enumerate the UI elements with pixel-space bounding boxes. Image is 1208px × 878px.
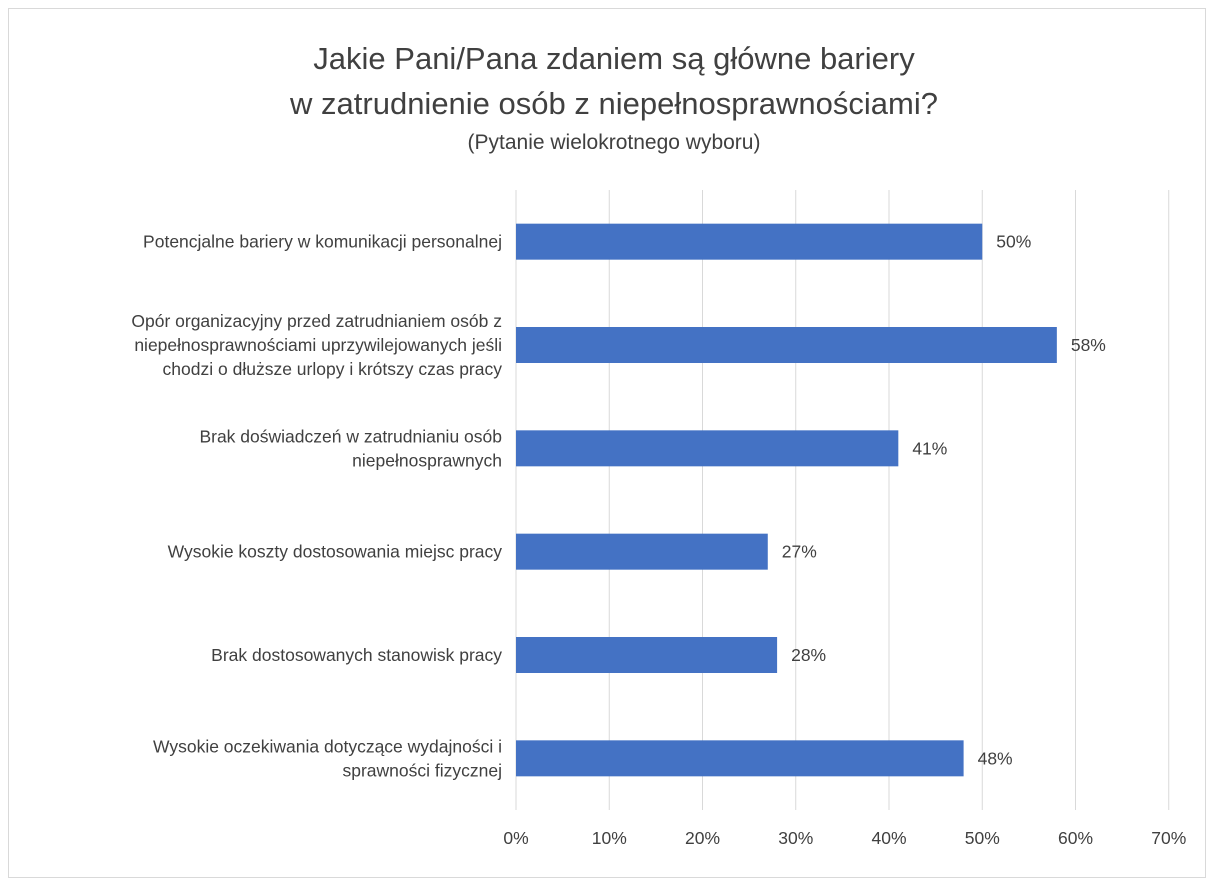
category-label-4-0: Brak dostosowanych stanowisk pracy: [211, 645, 502, 665]
category-label-1-1: niepełnosprawnościami uprzywilejowanych …: [134, 335, 502, 355]
category-label-1-0: Opór organizacyjny przed zatrudnianiem o…: [131, 311, 502, 331]
x-tick-label-6: 60%: [1058, 828, 1093, 848]
data-label-0: 50%: [996, 232, 1031, 252]
bar-1: [516, 327, 1057, 363]
x-tick-label-3: 30%: [778, 828, 813, 848]
category-label-5-0: Wysokie oczekiwania dotyczące wydajności…: [153, 736, 502, 756]
data-label-1: 58%: [1071, 335, 1106, 355]
category-label-2-1: niepełnosprawnych: [352, 450, 502, 470]
chart-subtitle: (Pytanie wielokrotnego wyboru): [467, 131, 761, 154]
category-label-5-1: sprawności fizycznej: [343, 760, 503, 780]
bar-3: [516, 533, 768, 570]
bar-0: [516, 223, 983, 260]
x-tick-label-1: 10%: [592, 828, 627, 848]
bar-4: [516, 637, 778, 673]
bar-2: [516, 430, 899, 467]
category-label-2-0: Brak doświadczeń w zatrudnianiu osób: [199, 426, 502, 446]
bar-5: [516, 740, 964, 777]
data-label-5: 48%: [978, 748, 1013, 768]
x-tick-label-5: 50%: [965, 828, 1000, 848]
x-tick-label-7: 70%: [1151, 828, 1186, 848]
x-tick-label-4: 40%: [871, 828, 906, 848]
x-tick-label-0: 0%: [503, 828, 528, 848]
data-label-2: 41%: [912, 438, 947, 458]
data-label-4: 28%: [791, 645, 826, 665]
data-label-3: 27%: [782, 542, 817, 562]
category-label-1-2: chodzi o dłuższe urlopy i krótszy czas p…: [163, 359, 503, 379]
chart-title-line-2: w zatrudnienie osób z niepełnosprawności…: [290, 86, 938, 121]
x-tick-label-2: 20%: [685, 828, 720, 848]
category-label-3-0: Wysokie koszty dostosowania miejsc pracy: [168, 542, 503, 562]
category-label-0-0: Potencjalne bariery w komunikacji person…: [143, 232, 502, 252]
chart-title-line-1: Jakie Pani/Pana zdaniem są główne barier…: [313, 41, 915, 76]
